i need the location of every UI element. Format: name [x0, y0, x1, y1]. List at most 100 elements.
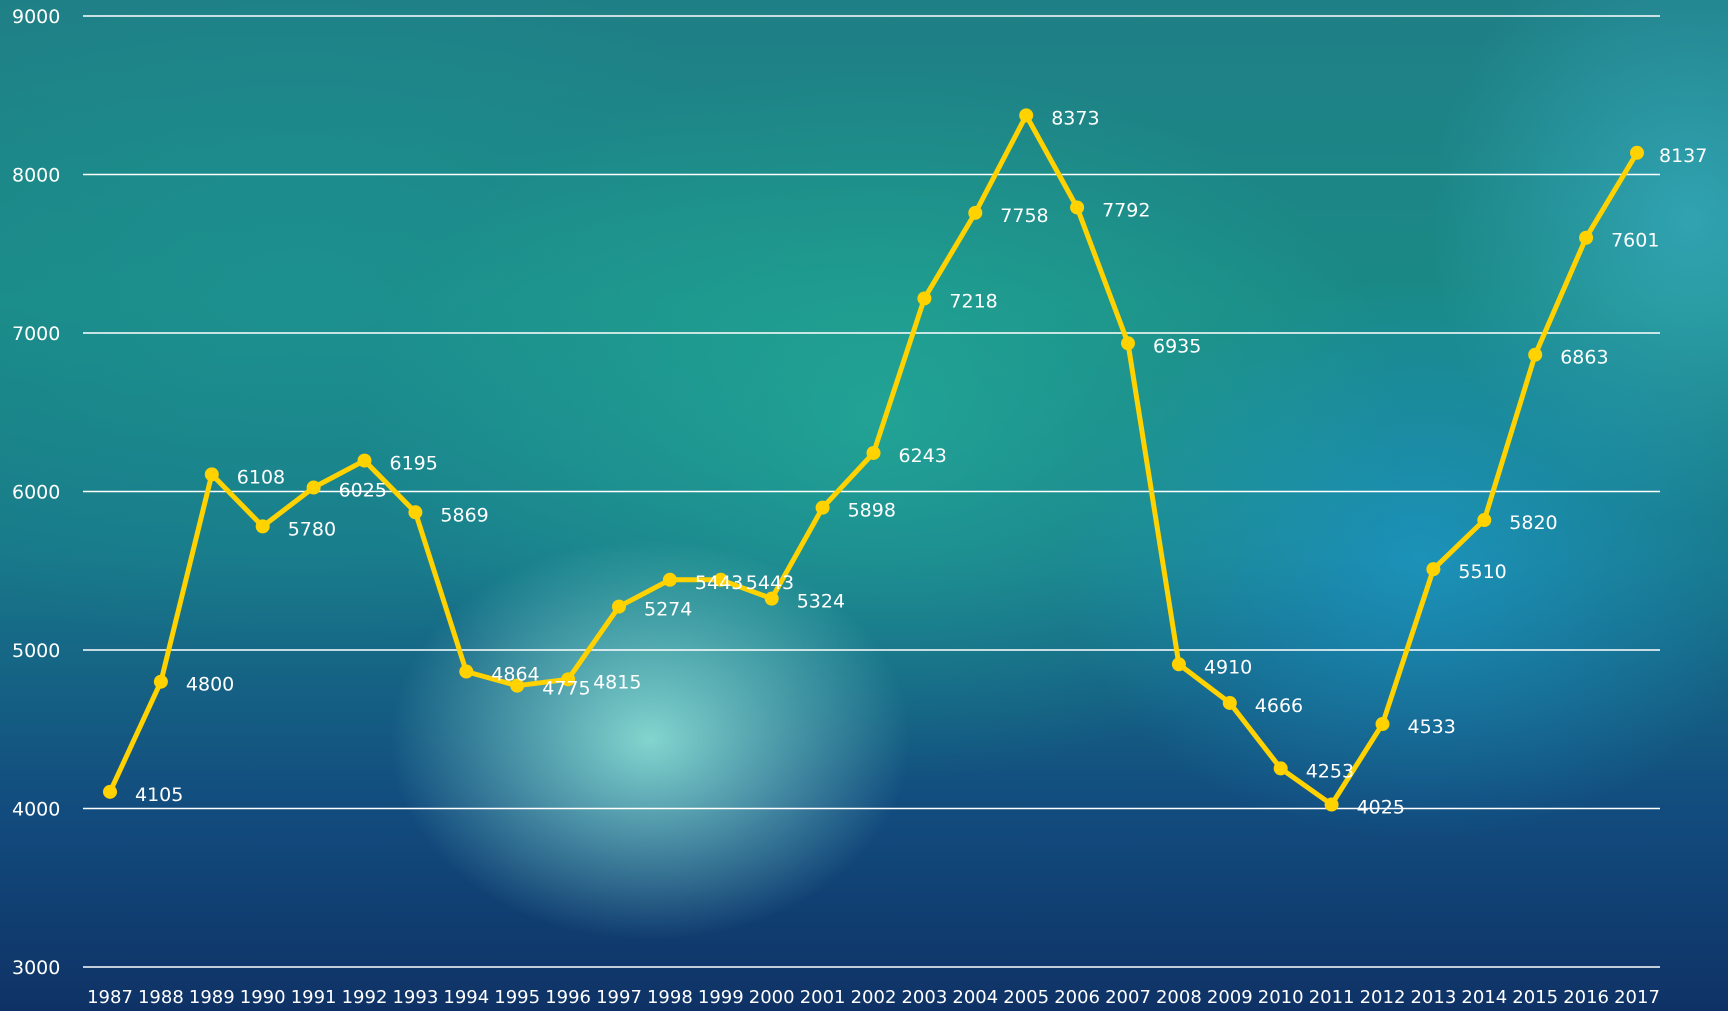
x-tick-label: 2011: [1309, 987, 1355, 1008]
x-tick-label: 2014: [1461, 987, 1507, 1008]
x-axis-tick-labels: 1987 1988 1989 1990 1991 1992 1993 1994 1995 1996…: [87, 987, 1660, 1008]
x-tick-label: 1991: [291, 987, 337, 1008]
data-point: [1579, 230, 1594, 245]
data-label: 6935: [1153, 335, 1201, 357]
data-label: 4533: [1408, 716, 1456, 738]
data-point: [408, 505, 423, 520]
data-label: 8373: [1051, 107, 1099, 129]
data-label: 4910: [1204, 656, 1252, 678]
data-label: 6108: [237, 466, 285, 488]
data-label: 5780: [288, 518, 336, 540]
data-point: [1324, 797, 1339, 812]
y-tick-label: 6000: [12, 482, 60, 504]
data-point: [968, 205, 983, 220]
data-point: [764, 591, 779, 606]
x-tick-label: 1993: [392, 987, 438, 1008]
data-label: 4864: [491, 664, 539, 686]
data-label: 5869: [440, 504, 488, 526]
data-label: 4800: [186, 674, 234, 696]
data-point: [1121, 336, 1135, 351]
x-tick-label: 2010: [1258, 987, 1304, 1008]
data-point: [1222, 695, 1237, 710]
data-point: [357, 453, 372, 468]
y-tick-label: 3000: [12, 957, 60, 979]
x-tick-label: 1996: [545, 987, 591, 1008]
x-tick-label: 1994: [443, 987, 489, 1008]
x-tick-label: 2000: [749, 987, 795, 1008]
y-tick-label: 7000: [12, 323, 60, 345]
data-label: 5443: [746, 572, 794, 594]
data-label: 5274: [644, 599, 692, 621]
x-tick-label: 2009: [1207, 987, 1253, 1008]
x-tick-label: 2007: [1105, 987, 1151, 1008]
data-label: 4666: [1255, 695, 1303, 717]
data-point: [306, 480, 321, 495]
x-tick-label: 2003: [901, 987, 947, 1008]
x-tick-label: 1990: [240, 987, 286, 1008]
data-point: [153, 674, 168, 689]
data-label: 7758: [1000, 205, 1048, 227]
x-tick-label: 1995: [494, 987, 540, 1008]
data-label: 7792: [1102, 199, 1150, 221]
data-label: 5324: [797, 591, 845, 613]
data-label: 8137: [1659, 145, 1707, 167]
x-tick-label: 2015: [1512, 987, 1558, 1008]
data-point: [459, 664, 474, 679]
data-point: [815, 500, 830, 515]
data-label: 6243: [899, 445, 947, 467]
data-label: 6025: [339, 480, 387, 502]
data-point: [561, 672, 576, 687]
y-tick-label: 8000: [12, 165, 60, 187]
x-tick-label: 2016: [1563, 987, 1609, 1008]
x-tick-label: 2012: [1360, 987, 1406, 1008]
x-tick-label: 2013: [1410, 987, 1456, 1008]
data-label: 5820: [1509, 512, 1557, 534]
y-axis-tick-labels: 3000 4000 5000 6000 7000 8000 9000: [12, 6, 60, 979]
data-point: [1273, 761, 1288, 776]
data-point: [204, 467, 219, 482]
data-label: 4253: [1306, 760, 1354, 782]
x-tick-label: 2005: [1003, 987, 1049, 1008]
data-point: [713, 572, 728, 587]
data-label: 7218: [949, 290, 997, 312]
x-tick-label: 1998: [647, 987, 693, 1008]
y-tick-label: 4000: [12, 799, 60, 821]
data-label: 5898: [848, 500, 896, 522]
data-point: [612, 599, 626, 614]
data-label: 5443: [695, 572, 743, 594]
data-label: 5510: [1458, 561, 1506, 583]
data-label: 6863: [1560, 347, 1608, 369]
data-point: [1375, 717, 1390, 732]
data-point: [255, 519, 270, 534]
data-label: 4105: [135, 784, 183, 806]
data-point: [1477, 513, 1492, 528]
data-label: 6195: [390, 453, 438, 475]
x-tick-label: 1987: [87, 987, 133, 1008]
x-tick-label: 1992: [342, 987, 388, 1008]
data-point: [103, 784, 117, 799]
data-point: [1528, 347, 1543, 362]
x-tick-label: 2006: [1054, 987, 1100, 1008]
x-tick-label: 2008: [1156, 987, 1202, 1008]
data-point: [866, 445, 881, 460]
data-label: 4815: [593, 671, 641, 693]
data-label: 4025: [1357, 797, 1405, 819]
y-tick-label: 9000: [12, 6, 60, 28]
data-point: [510, 678, 525, 693]
data-point: [1171, 657, 1186, 672]
data-label: 7601: [1611, 230, 1659, 252]
data-label: 4775: [542, 678, 590, 700]
x-tick-label: 2017: [1614, 987, 1660, 1008]
x-tick-label: 2004: [952, 987, 998, 1008]
x-tick-label: 1999: [698, 987, 744, 1008]
x-tick-label: 2001: [800, 987, 846, 1008]
data-point: [662, 572, 677, 587]
y-tick-label: 5000: [12, 640, 60, 662]
data-points: [103, 108, 1644, 812]
data-point: [1019, 108, 1034, 123]
data-point: [917, 291, 932, 306]
data-point: [1630, 145, 1644, 160]
